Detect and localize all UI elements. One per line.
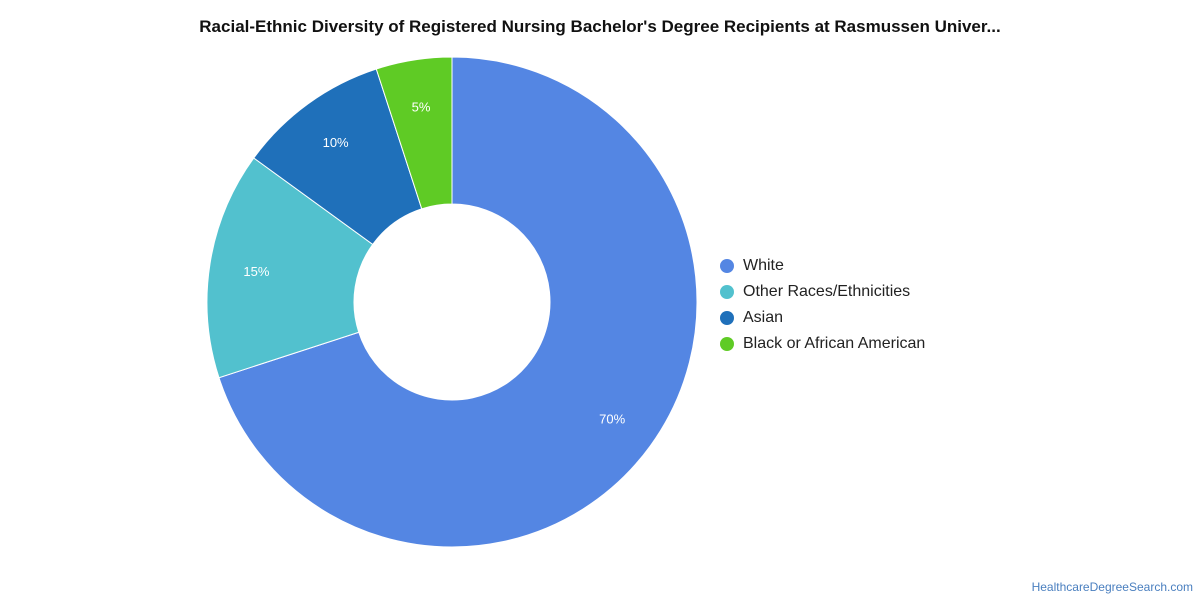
legend-label: Black or African American xyxy=(743,335,926,352)
source-watermark-link[interactable]: HealthcareDegreeSearch.com xyxy=(1031,580,1193,594)
donut-slice-white[interactable] xyxy=(218,56,698,548)
legend-swatch xyxy=(720,311,734,325)
donut-data-labels: 70% 15% 10% 5% xyxy=(243,99,625,426)
data-label: 10% xyxy=(323,135,349,150)
legend-swatch xyxy=(720,285,734,299)
data-label: 5% xyxy=(412,99,431,114)
legend-label: Asian xyxy=(743,309,784,326)
legend-swatch xyxy=(720,337,734,351)
legend-item[interactable]: Other Races/Ethnicities xyxy=(720,279,925,305)
data-label: 70% xyxy=(599,411,625,426)
donut-slices xyxy=(206,56,698,548)
legend-label: White xyxy=(743,257,784,274)
chart-title: Racial-Ethnic Diversity of Registered Nu… xyxy=(199,17,1001,36)
legend-item[interactable]: Black or African American xyxy=(720,331,925,357)
donut-slice-black-or-african-american[interactable] xyxy=(375,56,453,210)
legend-item[interactable]: Asian xyxy=(720,305,925,331)
legend-swatch xyxy=(720,259,734,273)
chart-legend: White Other Races/Ethnicities Asian Black o… xyxy=(720,253,925,357)
legend-label: Other Races/Ethnicities xyxy=(743,283,911,300)
legend-item[interactable]: White xyxy=(720,253,925,279)
donut-slice-other-races-ethnicities[interactable] xyxy=(206,157,374,379)
data-label: 15% xyxy=(243,264,269,279)
